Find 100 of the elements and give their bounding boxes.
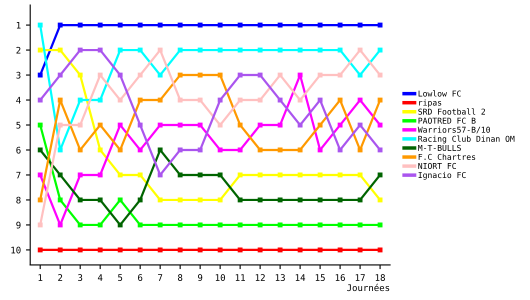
point xyxy=(138,122,143,128)
point xyxy=(258,148,263,152)
point xyxy=(118,148,123,152)
point xyxy=(38,72,43,78)
point xyxy=(38,172,43,178)
point xyxy=(218,48,223,52)
point xyxy=(98,198,103,202)
point xyxy=(198,22,203,28)
point xyxy=(138,172,143,178)
point xyxy=(198,72,203,78)
point xyxy=(178,172,183,178)
point xyxy=(298,198,303,202)
point xyxy=(58,98,63,102)
point xyxy=(338,22,343,28)
x-tick-label: 7 xyxy=(158,274,162,281)
point xyxy=(98,48,103,52)
x-tick-label: 8 xyxy=(178,274,182,281)
x-tick-label: 3 xyxy=(78,274,82,281)
point xyxy=(58,48,63,52)
point xyxy=(178,72,183,78)
point xyxy=(118,48,123,52)
point xyxy=(358,148,363,152)
point xyxy=(218,198,223,202)
point xyxy=(278,148,283,152)
point xyxy=(78,72,83,78)
y-tick-label: 5 xyxy=(16,122,20,129)
point xyxy=(318,172,323,178)
point xyxy=(98,22,103,28)
point xyxy=(258,172,263,178)
y-tick-label: 10 xyxy=(11,246,21,254)
legend-label: Ignacio FC xyxy=(418,172,466,180)
point xyxy=(258,247,263,252)
point xyxy=(378,222,383,228)
point xyxy=(38,98,43,102)
point xyxy=(78,198,83,202)
x-tick-label: 13 xyxy=(276,274,285,281)
point xyxy=(238,172,243,178)
point xyxy=(138,72,143,78)
point xyxy=(58,72,63,78)
legend-label: NIORT FC xyxy=(418,162,456,170)
point xyxy=(378,198,383,202)
point xyxy=(138,247,143,252)
point xyxy=(158,148,163,152)
point xyxy=(138,222,143,228)
x-tick-label: 6 xyxy=(138,274,142,281)
point xyxy=(178,122,183,128)
point xyxy=(198,122,203,128)
point xyxy=(138,48,143,52)
point xyxy=(38,22,43,28)
point xyxy=(298,247,303,252)
legend-label: PAOTRED FC B xyxy=(418,118,476,124)
point xyxy=(198,222,203,228)
point xyxy=(258,122,263,128)
point xyxy=(238,98,243,102)
x-tick-label: 17 xyxy=(356,274,365,281)
point xyxy=(198,172,203,178)
x-tick-label: 4 xyxy=(98,274,102,281)
x-tick-label: 11 xyxy=(236,274,245,281)
point xyxy=(318,98,323,102)
x-tick-label: 2 xyxy=(58,274,62,281)
point xyxy=(218,222,223,228)
point xyxy=(278,48,283,52)
point xyxy=(58,198,63,202)
point xyxy=(238,198,243,202)
legend-label: Racing Club Dinan OM xyxy=(418,136,514,144)
point xyxy=(78,247,83,252)
point xyxy=(218,72,223,78)
point xyxy=(278,198,283,202)
point xyxy=(98,148,103,152)
x-tick-label: 14 xyxy=(296,274,306,281)
point xyxy=(298,148,303,152)
point xyxy=(318,148,323,152)
y-tick-label: 1 xyxy=(16,22,21,29)
point xyxy=(178,98,183,102)
point xyxy=(238,72,243,78)
point xyxy=(358,98,363,102)
point xyxy=(378,72,383,78)
point xyxy=(358,247,363,252)
point xyxy=(158,198,163,202)
point xyxy=(218,98,223,102)
point xyxy=(158,172,163,178)
point xyxy=(158,22,163,28)
point xyxy=(98,72,103,78)
point xyxy=(78,48,83,52)
point xyxy=(358,222,363,228)
point xyxy=(258,198,263,202)
point xyxy=(178,198,183,202)
point xyxy=(138,98,143,102)
x-tick-label: 5 xyxy=(118,274,122,281)
point xyxy=(318,48,323,52)
point xyxy=(378,172,383,178)
point xyxy=(338,98,343,102)
point xyxy=(178,48,183,52)
point xyxy=(318,247,323,252)
point xyxy=(238,148,243,152)
point xyxy=(258,22,263,28)
point xyxy=(218,148,223,152)
legend-label: Lowlow FC xyxy=(418,90,461,97)
point xyxy=(258,48,263,52)
point xyxy=(58,172,63,178)
